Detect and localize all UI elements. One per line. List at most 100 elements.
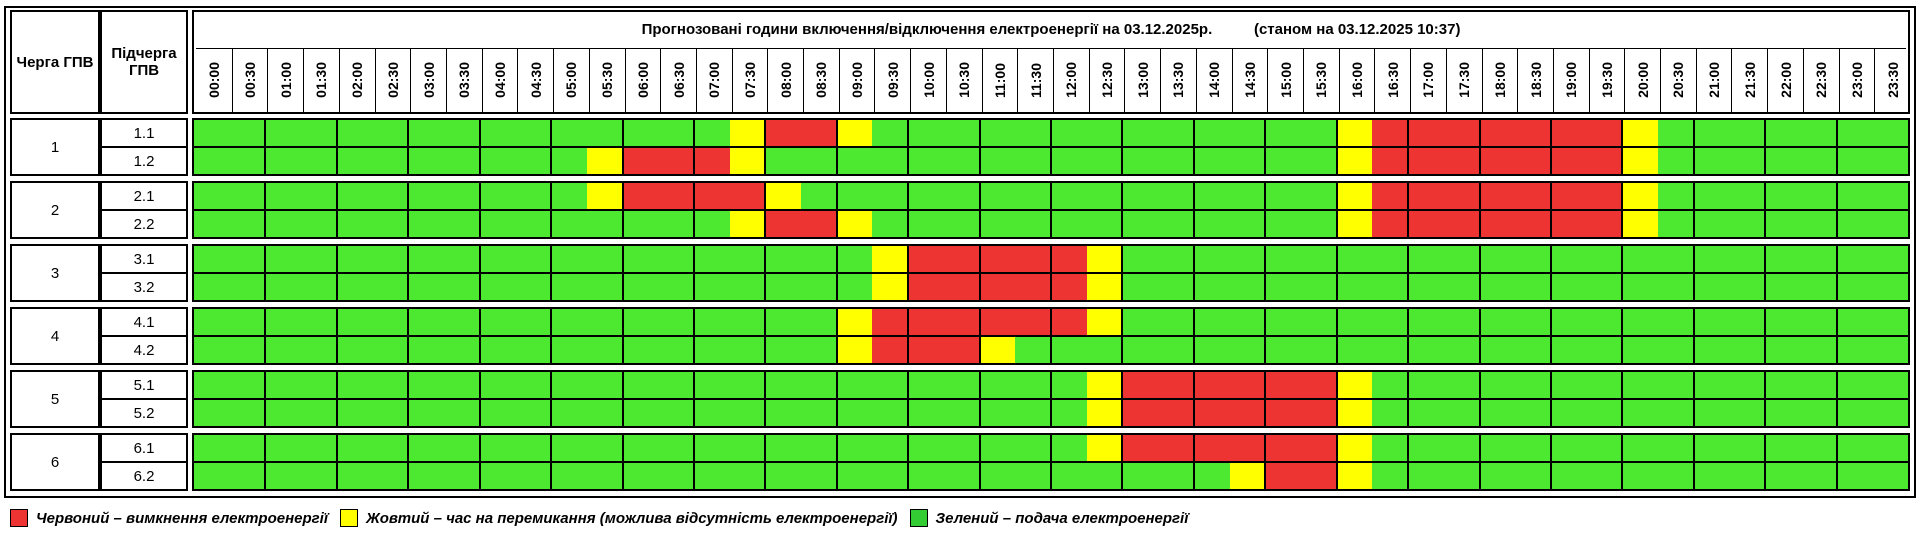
time-slot (479, 274, 516, 300)
time-label: 12:30 (1088, 49, 1125, 112)
time-slot (765, 120, 802, 147)
time-slot (1158, 148, 1195, 174)
time-slot (729, 463, 766, 489)
time-slot (1051, 400, 1088, 426)
time-slot (1765, 309, 1802, 336)
time-slot (1443, 148, 1481, 174)
time-slot (336, 435, 374, 462)
time-slot (1122, 337, 1159, 363)
subqueue-label: 1.2 (133, 153, 155, 170)
time-label-text: 20:30 (1670, 62, 1687, 98)
time-slot (586, 435, 624, 462)
time-slot (1336, 148, 1373, 174)
queue-label: 4 (10, 307, 100, 365)
schedule-grid (192, 181, 1910, 239)
time-slot (1693, 463, 1731, 489)
time-slot (408, 435, 445, 462)
time-label: 23:00 (1838, 49, 1875, 112)
time-slot (1265, 337, 1302, 363)
time-slot (1015, 274, 1052, 300)
time-slot (1550, 120, 1588, 147)
time-slot (979, 120, 1016, 147)
row-divider (102, 398, 186, 400)
legend-item: Жовтий – час на перемикання (можлива від… (340, 509, 898, 527)
time-label: 09:00 (838, 49, 875, 112)
time-slot (943, 337, 981, 363)
time-slot (1300, 120, 1338, 147)
row-divider (102, 335, 186, 337)
time-label-text: 14:00 (1206, 62, 1223, 98)
time-slot (729, 183, 766, 210)
time-slot (443, 400, 481, 426)
time-slot (1122, 435, 1159, 462)
time-slot (229, 372, 266, 399)
time-slot (1800, 309, 1838, 336)
time-slot (1086, 400, 1123, 426)
time-slot (943, 148, 981, 174)
time-label-text: 07:30 (741, 62, 758, 98)
time-slot (1086, 309, 1123, 336)
time-label-text: 12:30 (1099, 62, 1116, 98)
time-slot (1550, 211, 1588, 237)
time-label: 05:30 (588, 49, 625, 112)
subqueue-label: 1.1 (133, 125, 155, 142)
time-slot (1158, 463, 1195, 489)
time-label: 21:00 (1695, 49, 1732, 112)
time-slot (1193, 309, 1231, 336)
time-slot (1051, 148, 1088, 174)
time-label: 07:00 (695, 49, 732, 112)
time-slot (1836, 400, 1873, 426)
time-slot (515, 148, 552, 174)
time-slot (479, 435, 516, 462)
time-slot (1586, 274, 1623, 300)
time-label: 09:30 (874, 49, 910, 112)
time-slot (622, 274, 659, 300)
time-slot (1693, 372, 1731, 399)
time-slot (1586, 120, 1623, 147)
time-slot (1015, 183, 1052, 210)
row-divider (194, 146, 1908, 148)
queue-label-text: 3 (50, 264, 60, 282)
subqueue-label: 3.1 (133, 251, 155, 268)
time-slot (872, 274, 909, 300)
time-label-text: 12:00 (1063, 62, 1080, 98)
time-slot (836, 274, 874, 300)
time-label-text: 21:30 (1741, 62, 1758, 98)
subqueue-label: 4.1 (133, 314, 155, 331)
time-slot (1729, 183, 1766, 210)
time-slot (301, 400, 338, 426)
time-slot (301, 274, 338, 300)
time-slot (1765, 211, 1802, 237)
time-slot (836, 435, 874, 462)
time-slot (1158, 274, 1195, 300)
time-slot (194, 211, 231, 237)
time-slot (658, 372, 695, 399)
time-slot (551, 309, 588, 336)
time-label-text: 04:00 (492, 62, 508, 98)
time-slot (336, 246, 374, 273)
time-slot (622, 148, 659, 174)
time-slot (1658, 372, 1695, 399)
time-slot (1086, 183, 1123, 210)
time-slot (1158, 183, 1195, 210)
time-label: 18:00 (1481, 49, 1518, 112)
time-slot (372, 435, 409, 462)
time-slot (1300, 337, 1338, 363)
time-slot (979, 372, 1016, 399)
time-slot (801, 211, 838, 237)
time-slot (1800, 372, 1838, 399)
time-label-text: 06:30 (670, 62, 687, 98)
subqueue-labels: 2.1 2.2 (100, 181, 188, 239)
time-slot (265, 400, 302, 426)
time-slot (194, 148, 231, 174)
time-slot (1193, 400, 1231, 426)
time-slot (336, 309, 374, 336)
time-slot (479, 246, 516, 273)
time-slot (408, 120, 445, 147)
subqueue-label: 6.2 (133, 468, 155, 485)
time-label-text: 00:30 (242, 62, 259, 98)
time-slot (1443, 463, 1481, 489)
time-slot (1408, 211, 1445, 237)
time-label: 16:00 (1338, 49, 1375, 112)
time-slot (1729, 148, 1766, 174)
